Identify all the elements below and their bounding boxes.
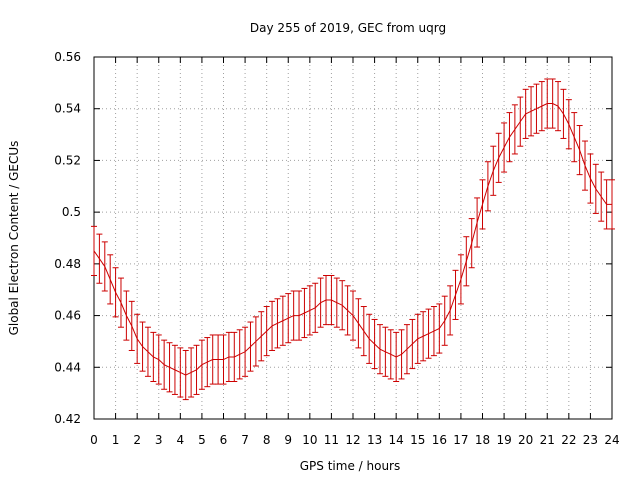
y-tick-label: 0.42 bbox=[54, 412, 81, 426]
x-tick-label: 22 bbox=[561, 433, 576, 447]
x-tick-label: 17 bbox=[453, 433, 468, 447]
x-tick-label: 10 bbox=[302, 433, 317, 447]
x-tick-label: 11 bbox=[324, 433, 339, 447]
axis-ticks bbox=[93, 56, 613, 420]
y-tick-label: 0.54 bbox=[54, 102, 81, 116]
x-tick-label: 2 bbox=[133, 433, 141, 447]
x-tick-label: 5 bbox=[198, 433, 206, 447]
x-tick-label: 8 bbox=[263, 433, 271, 447]
series-line-group bbox=[93, 103, 612, 376]
y-tick-label: 0.5 bbox=[62, 205, 81, 219]
x-axis-label: GPS time / hours bbox=[300, 459, 401, 473]
x-tick-label: 4 bbox=[177, 433, 185, 447]
x-tick-label: 12 bbox=[345, 433, 360, 447]
gec-series-line bbox=[93, 103, 612, 376]
x-tick-label: 3 bbox=[155, 433, 163, 447]
y-tick-label: 0.52 bbox=[54, 153, 81, 167]
y-tick-label: 0.46 bbox=[54, 309, 81, 323]
chart-title: Day 255 of 2019, GEC from uqrg bbox=[250, 21, 446, 35]
x-tick-labels: 0 1 2 3 4 5 6 7 8 9 10 11 12 13 14 15 16 17 18 19 20 21 22 23 24 bbox=[90, 433, 619, 447]
x-tick-label: 19 bbox=[496, 433, 511, 447]
error-bar bbox=[91, 225, 97, 276]
x-tick-label: 13 bbox=[367, 433, 382, 447]
x-tick-label: 21 bbox=[540, 433, 555, 447]
x-tick-label: 18 bbox=[475, 433, 490, 447]
x-tick-label: 23 bbox=[583, 433, 598, 447]
x-tick-label: 20 bbox=[518, 433, 533, 447]
x-tick-label: 0 bbox=[90, 433, 98, 447]
x-tick-label: 16 bbox=[432, 433, 447, 447]
x-tick-label: 9 bbox=[284, 433, 292, 447]
x-tick-label: 24 bbox=[604, 433, 619, 447]
y-tick-label: 0.48 bbox=[54, 257, 81, 271]
y-axis-label: Global Electron Content / GECUs bbox=[7, 141, 21, 336]
x-tick-label: 7 bbox=[241, 433, 249, 447]
x-tick-label: 15 bbox=[410, 433, 425, 447]
x-tick-label: 14 bbox=[389, 433, 404, 447]
x-tick-label: 1 bbox=[112, 433, 120, 447]
y-tick-label: 0.56 bbox=[54, 50, 81, 64]
y-tick-labels: 0.42 0.44 0.46 0.48 0.5 0.52 0.54 0.56 bbox=[54, 50, 81, 426]
y-tick-label: 0.44 bbox=[54, 360, 81, 374]
x-tick-label: 6 bbox=[220, 433, 228, 447]
